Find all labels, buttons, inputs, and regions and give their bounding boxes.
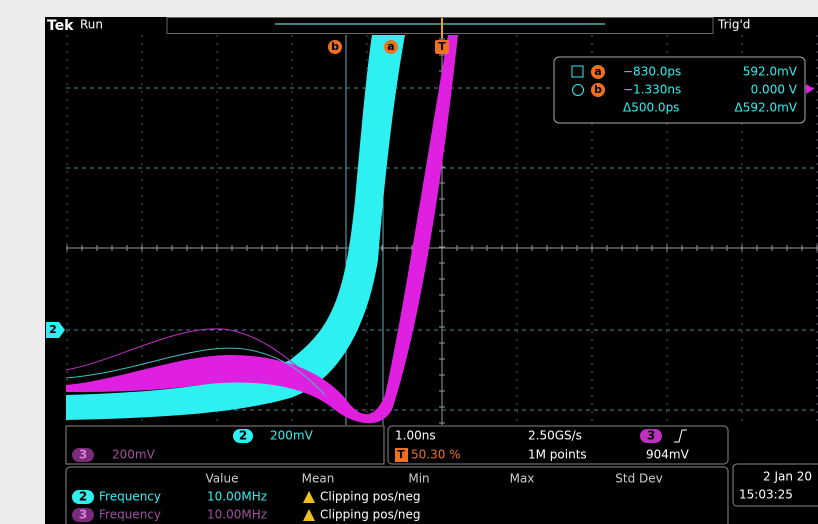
measurement-status: Clipping pos/neg [320,508,421,522]
measurement-status: Clipping pos/neg [320,490,421,504]
time: 15:03:25 [739,488,793,502]
measurement-value: 10.00MHz [207,490,267,504]
horizontal-scale: 1.00ns [395,429,436,443]
sample-rate: 2.50GS/s [528,429,582,443]
column-header: Max [510,472,535,486]
trigger-position-icon: T [397,448,405,461]
channel-2-ground-label: 2 [49,323,57,336]
column-header: Value [206,472,239,486]
readout-voltage: 0.000 V [751,83,798,97]
readout-voltage: 592.0mV [743,65,798,79]
column-header: Std Dev [615,472,662,486]
channel-2-number: 2 [239,429,247,443]
measurement-value: 10.00MHz [207,508,267,522]
measurement-name: Frequency [99,490,161,504]
readout-symbol: b [594,83,602,96]
run-status: Run [80,18,103,32]
channel-3-number: 3 [79,448,87,462]
page: Tek Run Trig'd b a T a b −830.0ps 592.0m… [0,0,818,524]
readout-time: −830.0ps [623,65,681,79]
trigger-position: 50.30 % [411,448,461,462]
readout-symbol: a [594,65,601,78]
trigger-source: 3 [647,429,655,443]
cursor-a-label: a [387,40,394,53]
channel-2-scale: 200mV [270,429,314,443]
trigger-status: Trig'd [717,18,750,32]
channel-number: 3 [79,508,87,522]
readout-delta-time: Δ500.0ps [623,101,679,115]
scope-screen: Tek Run Trig'd b a T a b −830.0ps 592.0m… [0,0,818,524]
channel-number: 2 [79,490,87,504]
readout-delta-voltage: Δ592.0mV [735,101,798,115]
date: 2 Jan 20 [763,470,812,484]
column-header: Min [408,472,429,486]
record-length: 1M points [528,448,587,462]
column-header: Mean [302,472,335,486]
trigger-level: 904mV [646,448,690,462]
cursor-b-label: b [331,40,339,53]
readout-time: −1.330ns [623,83,681,97]
measurement-name: Frequency [99,508,161,522]
trigger-marker-label: T [438,40,446,53]
brand: Tek [47,18,74,34]
channel-3-scale: 200mV [112,448,156,462]
